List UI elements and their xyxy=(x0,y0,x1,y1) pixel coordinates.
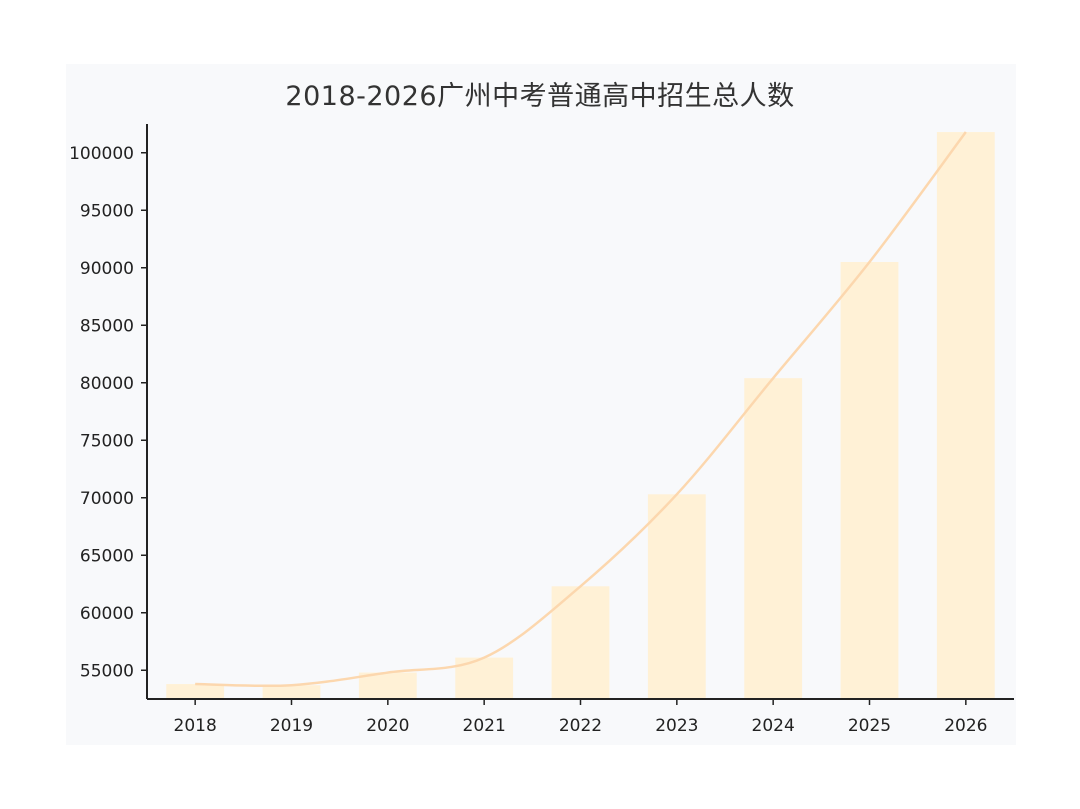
x-tick-label: 2019 xyxy=(270,716,313,736)
y-tick-label: 55000 xyxy=(80,661,134,681)
x-tick-label: 2022 xyxy=(559,716,602,736)
bar-2018 xyxy=(166,684,225,699)
bar-2020 xyxy=(358,672,417,699)
y-tick-label: 65000 xyxy=(80,546,134,566)
bar-2022 xyxy=(551,586,610,699)
y-tick-label: 85000 xyxy=(80,316,134,336)
y-tick-label: 80000 xyxy=(80,374,134,394)
x-tick-label: 2024 xyxy=(752,716,795,736)
x-tick-label: 2020 xyxy=(366,716,409,736)
y-tick-label: 95000 xyxy=(80,201,134,221)
bars-layer xyxy=(166,132,995,700)
bar-2026 xyxy=(936,132,995,700)
bar-2023 xyxy=(647,494,706,699)
bar-2019 xyxy=(262,685,321,699)
y-tick-label: 100000 xyxy=(69,144,134,164)
bar-2025 xyxy=(840,262,899,699)
x-tick-label: 2025 xyxy=(848,716,891,736)
x-tick-label: 2021 xyxy=(463,716,506,736)
line-layer xyxy=(195,131,967,688)
x-axis-ticks: 2018 2019 2020 2021 2022 2023 2024 2025 2026 xyxy=(174,699,987,736)
x-tick-label: 2026 xyxy=(944,716,987,736)
x-tick-label: 2023 xyxy=(655,716,698,736)
x-tick-label: 2018 xyxy=(174,716,217,736)
y-tick-label: 90000 xyxy=(80,259,134,279)
y-tick-label: 60000 xyxy=(80,604,134,624)
bar-2024 xyxy=(744,378,803,699)
trend-line xyxy=(195,131,967,688)
y-tick-label: 75000 xyxy=(80,431,134,451)
chart-title: 2018-2026广州中考普通高中招生总人数 xyxy=(285,81,795,112)
y-tick-label: 70000 xyxy=(80,489,134,509)
y-axis-ticks: 55000 60000 65000 70000 75000 80000 85000 90000… xyxy=(69,144,147,681)
